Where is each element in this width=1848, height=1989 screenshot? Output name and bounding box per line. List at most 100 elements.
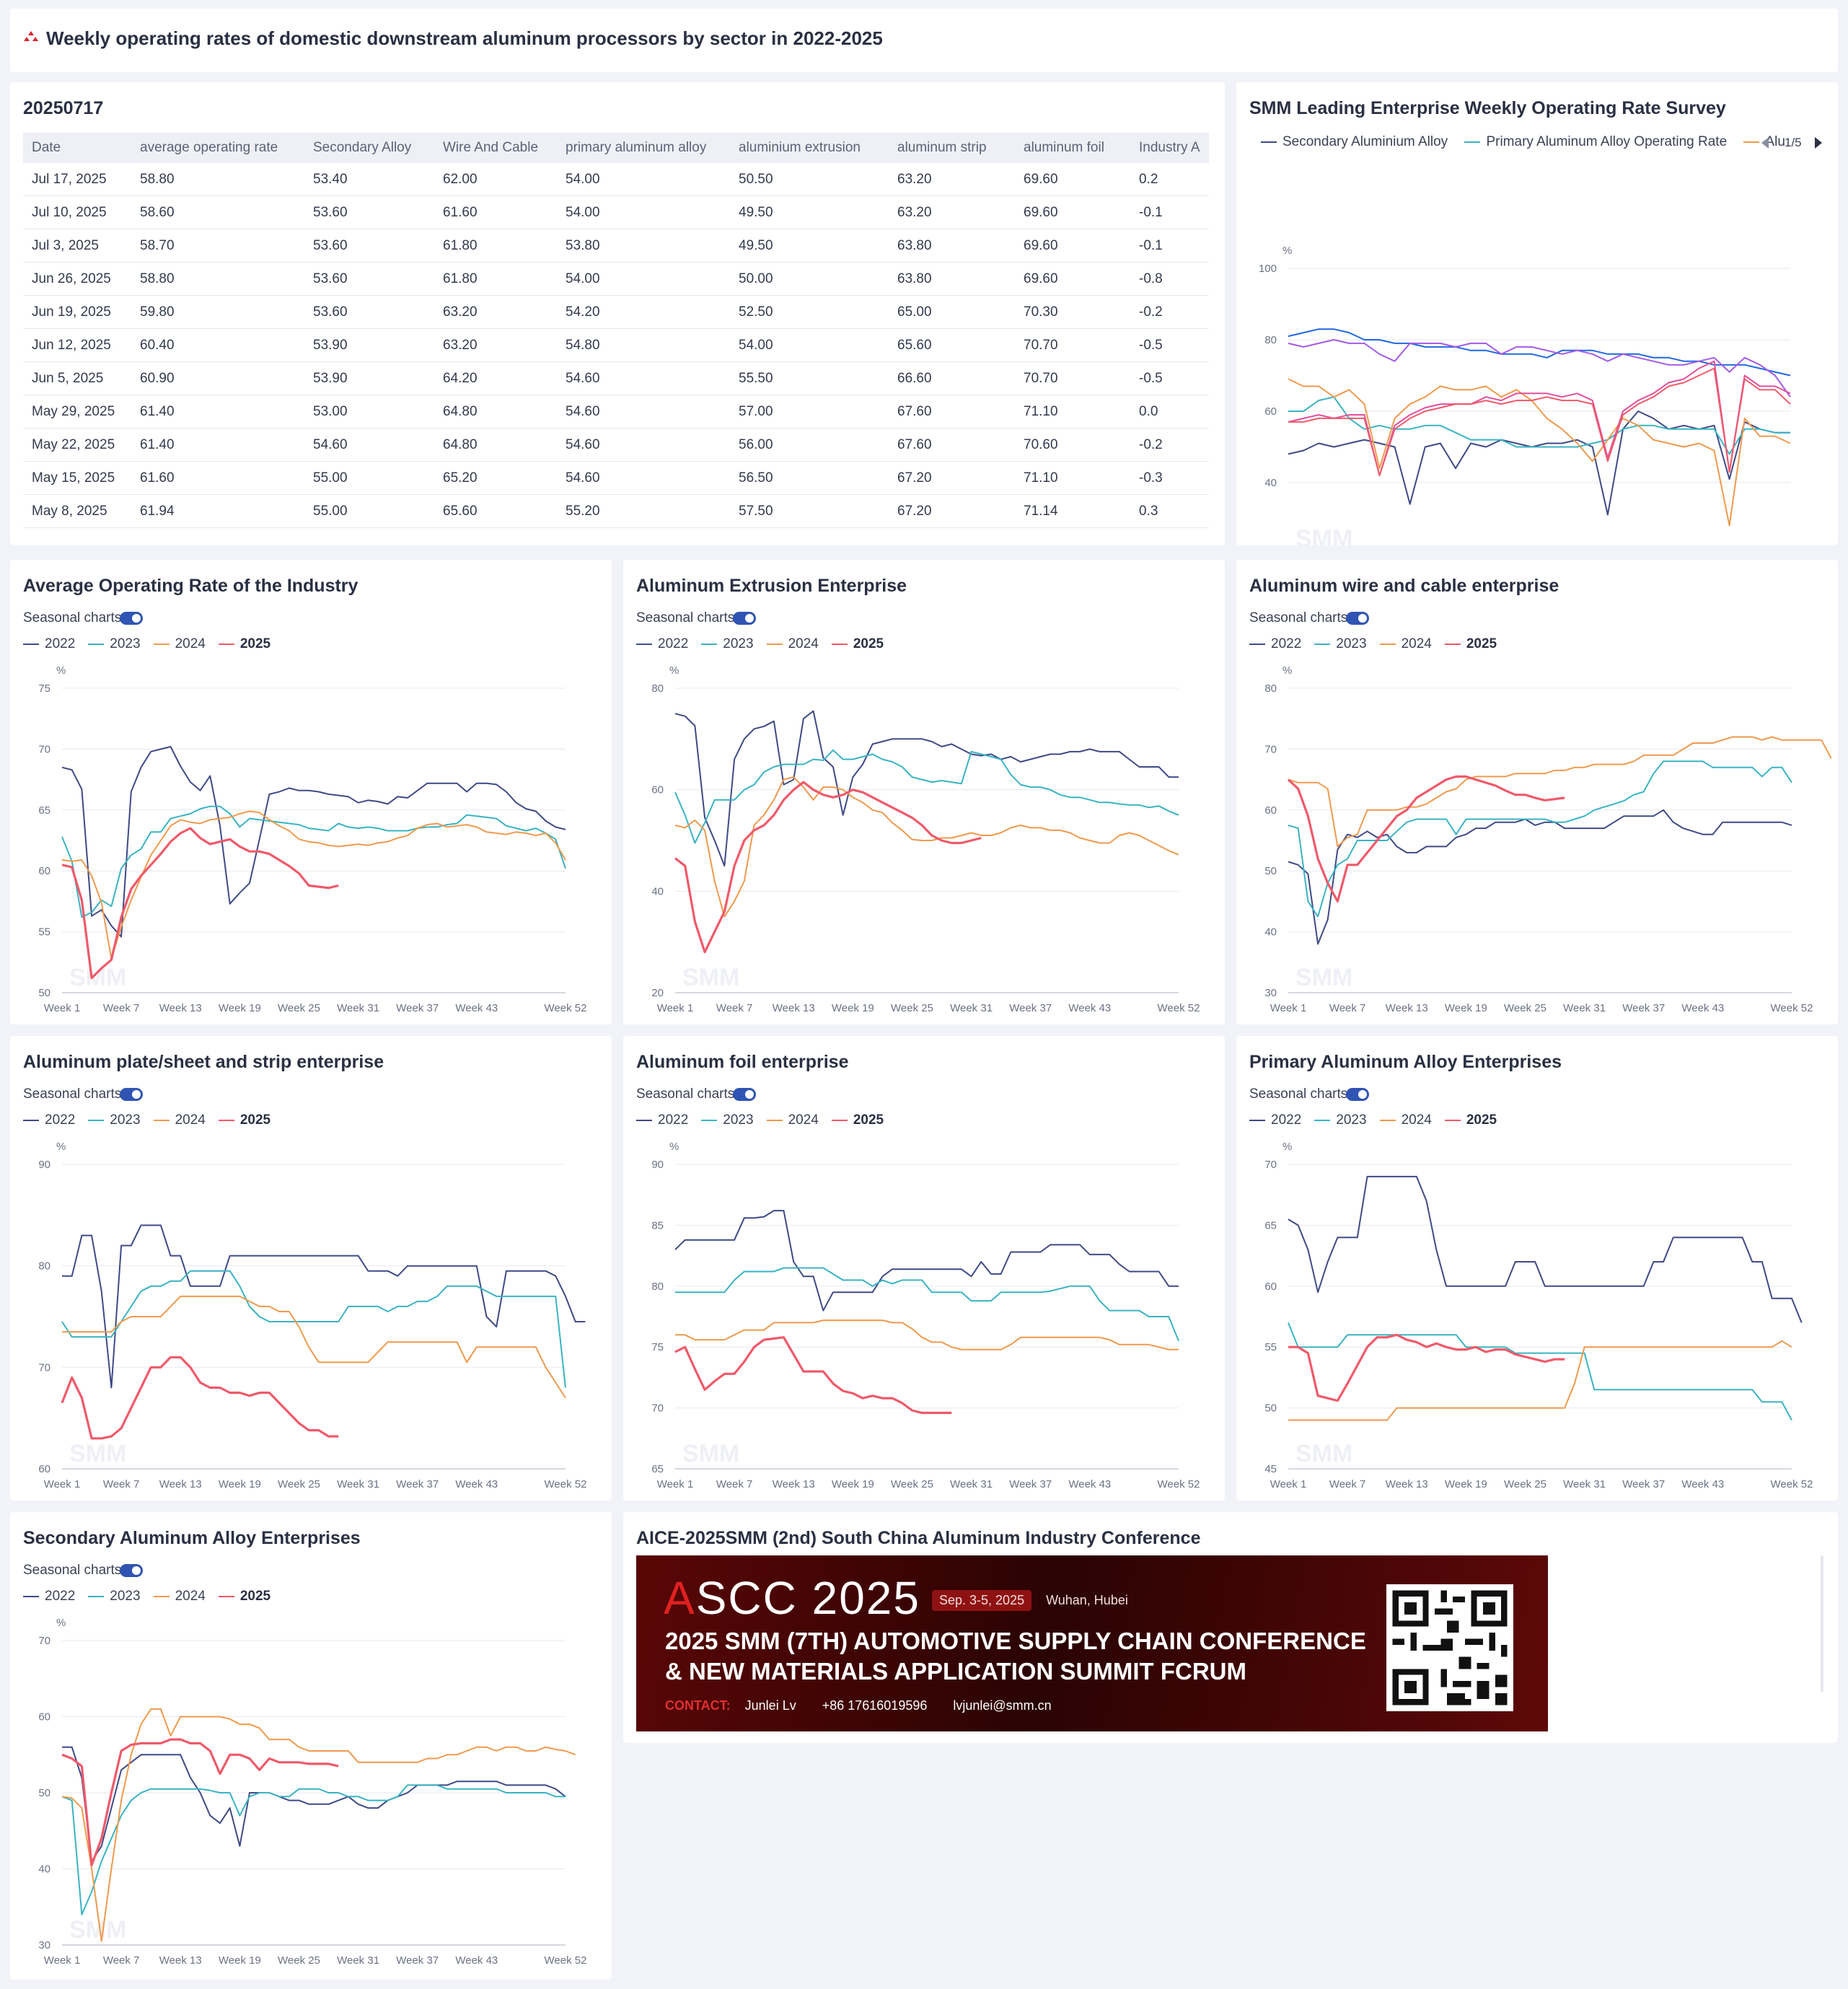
table-cell: 60.40 <box>131 328 304 362</box>
legend-2023[interactable]: 2023 <box>88 636 141 652</box>
series-line-2023 <box>61 1784 566 1915</box>
legend-2022[interactable]: 2022 <box>1249 1112 1301 1128</box>
secondary-alloy-card: Secondary Aluminum Alloy Enterprises Sea… <box>10 1512 612 1980</box>
legend-2024[interactable]: 2024 <box>766 636 819 652</box>
seasonal-label: Seasonal charts <box>636 1086 735 1102</box>
table-row: Jun 26, 2025 58.80 53.60 61.80 54.00 50.00 63.… <box>23 262 1209 296</box>
legend-2023[interactable]: 2023 <box>88 1589 141 1604</box>
legend-2023[interactable]: 2023 <box>1314 636 1367 652</box>
seasonal-toggle[interactable] <box>733 612 756 625</box>
legend-2024[interactable]: 2024 <box>153 1589 206 1604</box>
table-row: May 29, 2025 61.40 53.00 64.80 54.60 57.00 67.… <box>23 395 1209 429</box>
survey-title: SMM Leading Enterprise Weekly Operating … <box>1249 98 1726 118</box>
legend-alu[interactable]: Alu <box>1743 134 1785 150</box>
legend-2023[interactable]: 2023 <box>1314 1112 1367 1128</box>
legend-2024[interactable]: 2024 <box>1379 636 1432 652</box>
table-card: 20250717 Date average operating rate Secon… <box>10 82 1225 545</box>
x-tick-label: Week 25 <box>278 1478 320 1490</box>
y-tick-label: 90 <box>38 1159 50 1171</box>
legend-2025[interactable]: 2025 <box>831 636 884 652</box>
table-cell: Jun 26, 2025 <box>23 262 131 296</box>
table-cell: 0.2 <box>1130 163 1209 196</box>
seasonal-toggle[interactable] <box>1346 1088 1369 1101</box>
legend-2022[interactable]: 2022 <box>636 1112 688 1128</box>
x-tick-label: Week 25 <box>1504 1002 1546 1014</box>
legend-2022[interactable]: 2022 <box>23 1589 75 1604</box>
table-cell: 65.00 <box>889 295 1015 329</box>
column-header[interactable]: Secondary Alloy <box>304 133 434 163</box>
column-header[interactable]: Industry A <box>1130 133 1209 163</box>
legend-2025[interactable]: 2025 <box>218 1112 270 1128</box>
column-header[interactable]: aluminum strip <box>889 133 1015 163</box>
legend-2025[interactable]: 2025 <box>218 636 270 652</box>
legend-2024[interactable]: 2024 <box>153 636 206 652</box>
legend-2025[interactable]: 2025 <box>1444 636 1497 652</box>
legend-2023[interactable]: 2023 <box>701 1112 754 1128</box>
survey-card: SMM Leading Enterprise Weekly Operating … <box>1236 82 1838 545</box>
seasonal-toggle[interactable] <box>120 1564 143 1577</box>
x-tick-label: Week 31 <box>337 1478 379 1490</box>
legend-2023[interactable]: 2023 <box>701 636 754 652</box>
y-tick-label: 20 <box>651 987 664 999</box>
y-tick-label: 60 <box>38 865 50 877</box>
x-tick-label: Week 31 <box>950 1478 993 1490</box>
header-bar: Weekly operating rates of domestic downs… <box>10 9 1838 72</box>
legend-2022[interactable]: 2022 <box>1249 636 1301 652</box>
table-row: Jun 19, 2025 59.80 53.60 63.20 54.20 52.50 65.… <box>23 295 1209 329</box>
x-tick-label: Week 25 <box>1504 1478 1546 1490</box>
seasonal-toggle[interactable] <box>120 1088 143 1101</box>
scrollbar[interactable] <box>1821 1555 1823 1692</box>
x-tick-label: Week 37 <box>396 1478 439 1490</box>
legend-2024[interactable]: 2024 <box>153 1112 206 1128</box>
legend-2023[interactable]: 2023 <box>88 1112 141 1128</box>
table-cell: 63.20 <box>889 196 1015 229</box>
y-tick-label: 60 <box>1264 1281 1277 1293</box>
seasonal-toggle[interactable] <box>120 612 143 625</box>
column-header[interactable]: average operating rate <box>131 133 304 163</box>
x-tick-label: Week 43 <box>455 1954 498 1967</box>
legend-2025[interactable]: 2025 <box>218 1589 270 1604</box>
table-cell: Jul 17, 2025 <box>23 163 131 196</box>
next-page-icon[interactable] <box>1813 136 1823 150</box>
prev-page-icon[interactable] <box>1760 136 1770 150</box>
smm-watermark: SMM <box>69 1440 126 1467</box>
table-cell: 70.30 <box>1015 295 1130 329</box>
survey-chart: %20406080100SMMJul 21, 2022Feb 09, 2023A… <box>1259 245 1791 545</box>
legend-2022[interactable]: 2022 <box>23 1112 75 1128</box>
table-cell: 55.00 <box>304 494 434 528</box>
y-tick-label: 50 <box>1264 865 1277 877</box>
table-cell: 0.3 <box>1130 494 1209 528</box>
primary-alloy-card: Primary Aluminum Alloy Enterprises Seaso… <box>1236 1036 1838 1501</box>
table-cell: 56.50 <box>730 461 889 495</box>
legend-primary-alloy[interactable]: Primary Aluminum Alloy Operating Rate <box>1464 134 1727 150</box>
legend-2024[interactable]: 2024 <box>766 1112 819 1128</box>
legend-2025[interactable]: 2025 <box>831 1112 884 1128</box>
x-tick-label: Week 13 <box>773 1002 815 1014</box>
legend-2024[interactable]: 2024 <box>1379 1112 1432 1128</box>
x-tick-label: Week 19 <box>219 1954 261 1967</box>
legend-secondary-alloy[interactable]: Secondary Aluminium Alloy <box>1261 134 1448 150</box>
series-line-2024 <box>1288 736 1832 848</box>
column-header[interactable]: Wire And Cable <box>434 133 557 163</box>
column-header[interactable]: aluminium extrusion <box>730 133 889 163</box>
series-line-2023 <box>674 749 1179 844</box>
x-tick-label: Week 31 <box>950 1002 993 1014</box>
table-row: May 22, 2025 61.40 54.60 64.80 54.60 56.00 67.… <box>23 428 1209 462</box>
x-tick-label: Week 19 <box>1445 1478 1487 1490</box>
series-line-2023 <box>1288 760 1792 918</box>
seasonal-toggle[interactable] <box>733 1088 756 1101</box>
column-header[interactable]: primary aluminum alloy <box>557 133 730 163</box>
column-header[interactable]: aluminum foil <box>1015 133 1130 163</box>
legend-page-indicator: 1/5 <box>1785 136 1802 149</box>
legend-2022[interactable]: 2022 <box>636 636 688 652</box>
table-cell: 0.0 <box>1130 395 1209 429</box>
conference-banner[interactable]: ASCC 2025 Sep. 3-5, 2025 Wuhan, Hubei 202… <box>636 1555 1548 1731</box>
column-header[interactable]: Date <box>23 133 131 163</box>
legend-2025[interactable]: 2025 <box>1444 1112 1497 1128</box>
table-cell: 54.60 <box>557 428 730 462</box>
smm-watermark: SMM <box>1295 525 1352 545</box>
legend-2022[interactable]: 2022 <box>23 636 75 652</box>
x-tick-label: Week 52 <box>1771 1002 1813 1014</box>
y-tick-label: 70 <box>38 1361 50 1374</box>
seasonal-toggle[interactable] <box>1346 612 1369 625</box>
